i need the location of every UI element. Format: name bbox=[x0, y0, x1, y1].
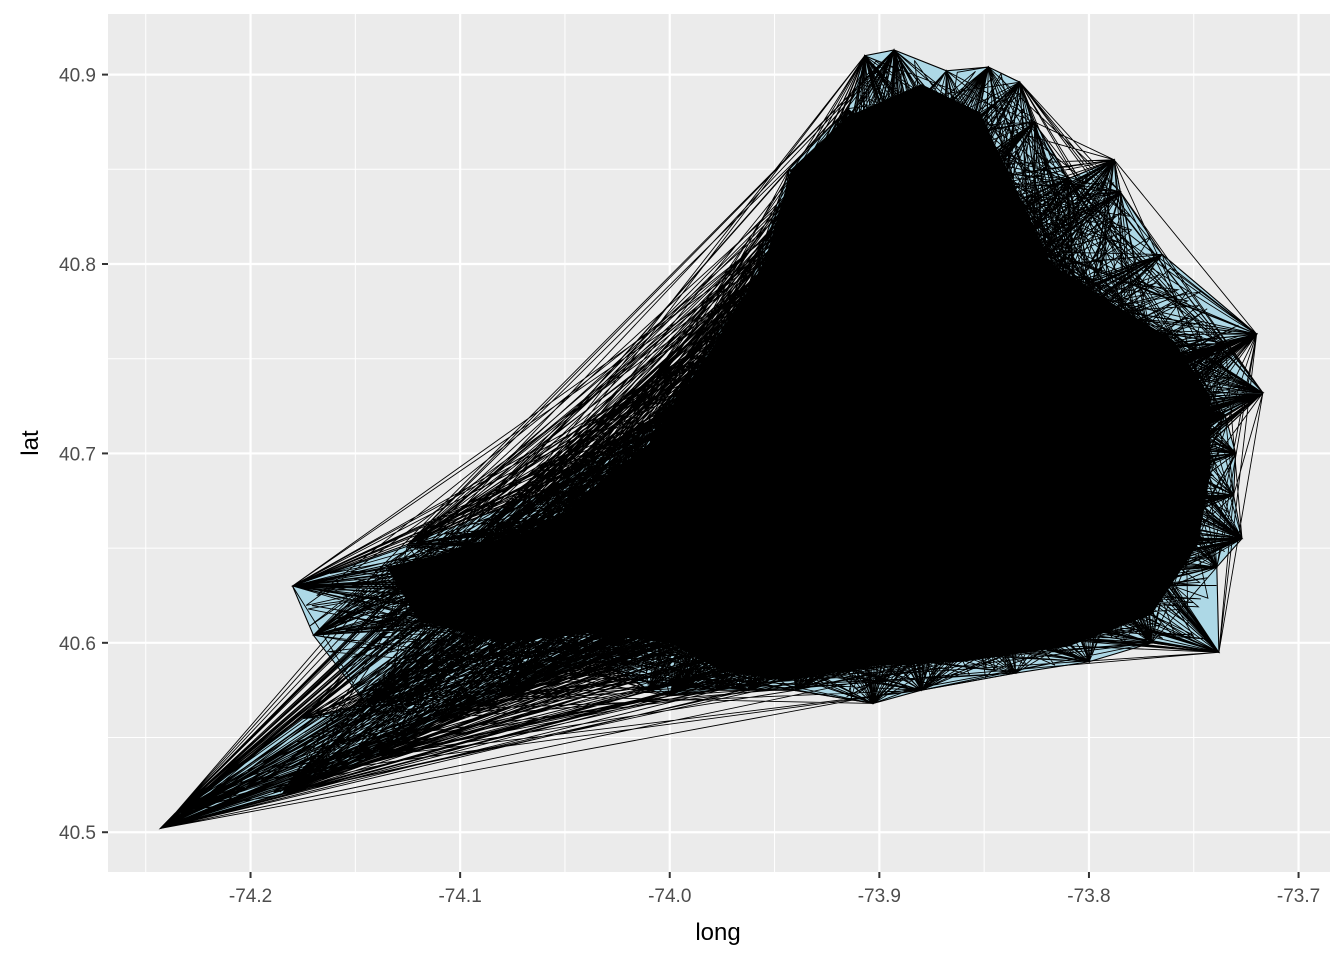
y-tick-label: 40.6 bbox=[59, 634, 96, 655]
x-tick-label: -73.9 bbox=[858, 886, 901, 907]
x-tick-label: -74.0 bbox=[648, 886, 691, 907]
y-tick-label: 40.8 bbox=[59, 255, 96, 276]
x-tick-label: -73.7 bbox=[1277, 886, 1320, 907]
x-axis-ticks: -74.2 -74.1 -74.0 -73.9 -73.8 -73.7 bbox=[229, 872, 1320, 907]
y-tick-label: 40.5 bbox=[59, 823, 96, 844]
y-tick-label: 40.7 bbox=[59, 444, 96, 465]
x-tick-label: -74.1 bbox=[438, 886, 481, 907]
polygon-path bbox=[160, 48, 1265, 829]
x-axis-title: long bbox=[695, 919, 740, 946]
x-tick-label: -74.2 bbox=[229, 886, 272, 907]
y-tick-label: 40.9 bbox=[59, 66, 96, 87]
y-axis-title: lat bbox=[17, 430, 44, 456]
polygon-outlines bbox=[158, 48, 1265, 830]
x-tick-label: -73.8 bbox=[1067, 886, 1110, 907]
y-axis-ticks: 40.5 40.6 40.7 40.8 40.9 bbox=[59, 66, 108, 844]
